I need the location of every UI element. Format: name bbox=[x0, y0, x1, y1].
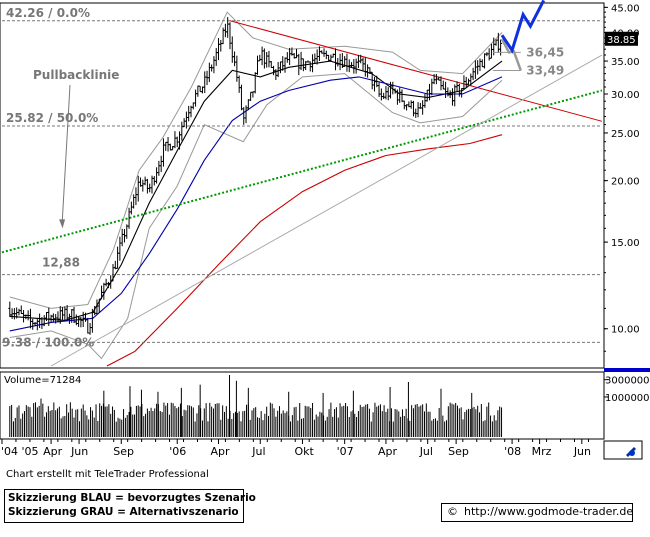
price-tick-label: 20.00 bbox=[611, 177, 640, 188]
pullback-arrow bbox=[61, 84, 71, 225]
level-label: 9.38 / 100.0% bbox=[2, 335, 94, 349]
time-tick-label: Apr bbox=[43, 445, 63, 458]
time-tick-label: Apr bbox=[378, 445, 398, 458]
price-tick-label: 30.00 bbox=[611, 90, 640, 101]
time-tick-label: Apr bbox=[211, 445, 231, 458]
volume-bars bbox=[9, 375, 503, 437]
last-price-box bbox=[605, 31, 638, 46]
chart-tool-icon[interactable] bbox=[626, 447, 636, 457]
time-tick-label: '04 '05 bbox=[1, 445, 39, 458]
legend-gray: Skizzierung GRAU = Alternativszenario bbox=[8, 506, 239, 518]
time-tick-label: Jul bbox=[251, 445, 265, 458]
volume-axis: 3000000 1000000 bbox=[604, 376, 650, 404]
scenario-level-label: 33,49 bbox=[526, 63, 564, 77]
moving-average-line bbox=[9, 60, 503, 321]
volume-title: Volume=71284 bbox=[4, 375, 81, 386]
time-tick-label: '06 bbox=[169, 445, 186, 458]
source-url[interactable]: http://www.godmode-trader.de bbox=[464, 505, 634, 518]
trend-lines bbox=[1, 20, 603, 367]
scenario-level-label: 36,45 bbox=[526, 45, 564, 59]
time-tick-label: Sep bbox=[448, 445, 469, 458]
time-tick-label: '08 bbox=[504, 445, 521, 458]
price-panel-frame bbox=[0, 2, 605, 369]
price-bars bbox=[8, 17, 503, 335]
pullback-label: Pullbacklinie bbox=[33, 68, 119, 82]
scenario-legend: Skizzierung BLAU = bevorzugtes Szenario … bbox=[4, 489, 256, 523]
bollinger-upper bbox=[9, 11, 503, 309]
volume-tick-label: 1000000 bbox=[605, 393, 650, 404]
price-scroll-bar[interactable] bbox=[604, 368, 650, 372]
time-tick-label: Mrz bbox=[532, 445, 552, 458]
time-tick-label: Jun bbox=[70, 445, 88, 458]
last-price-marker: 38.85 bbox=[605, 31, 638, 46]
time-tick-label: Jun bbox=[573, 445, 591, 458]
level-label: 12,88 bbox=[42, 256, 80, 270]
level-label: 42.26 / 0.0% bbox=[6, 6, 90, 20]
uptrend-line bbox=[1, 89, 603, 254]
price-tick-label: 15.00 bbox=[611, 238, 640, 249]
price-tick-label: 45.00 bbox=[611, 3, 640, 14]
source-url-box[interactable]: © http://www.godmode-trader.de bbox=[441, 503, 633, 522]
horizontal-levels: 42.26 / 0.0% 25.82 / 50.0% 12,88 9.38 / 100… bbox=[2, 6, 602, 349]
volume-tick-label: 3000000 bbox=[605, 376, 650, 387]
downtrend-line bbox=[229, 20, 603, 122]
time-axis: '04 '05 Apr Jun Sep '06 Apr Jul Okt '07 Apr Jul Sep… bbox=[1, 439, 591, 458]
channel-line bbox=[50, 54, 603, 367]
time-tick-label: Sep bbox=[113, 445, 134, 458]
price-tick-label: 25.00 bbox=[611, 129, 640, 140]
last-price-label: 38.85 bbox=[607, 35, 636, 46]
annotations: Pullbacklinie bbox=[33, 68, 119, 229]
price-tick-label: 35.00 bbox=[611, 57, 640, 68]
chart-credit: Chart erstellt mit TeleTrader Profession… bbox=[6, 469, 209, 480]
copyright-icon: © bbox=[447, 505, 458, 518]
pullback-arrow-head bbox=[59, 219, 66, 229]
scroll-corner[interactable] bbox=[603, 440, 643, 460]
time-tick-label: Okt bbox=[294, 445, 314, 458]
scenario-sketches: 36,45 33,49 bbox=[492, 0, 564, 77]
price-tick-label: 10.00 bbox=[611, 325, 640, 336]
level-label: 25.82 / 50.0% bbox=[6, 111, 98, 125]
time-tick-label: '07 bbox=[337, 445, 354, 458]
legend-blue: Skizzierung BLAU = bevorzugtes Szenario bbox=[8, 492, 256, 504]
moving-average-line bbox=[106, 134, 503, 367]
scenario-blue-path bbox=[500, 0, 546, 54]
time-tick-label: Jul bbox=[419, 445, 433, 458]
